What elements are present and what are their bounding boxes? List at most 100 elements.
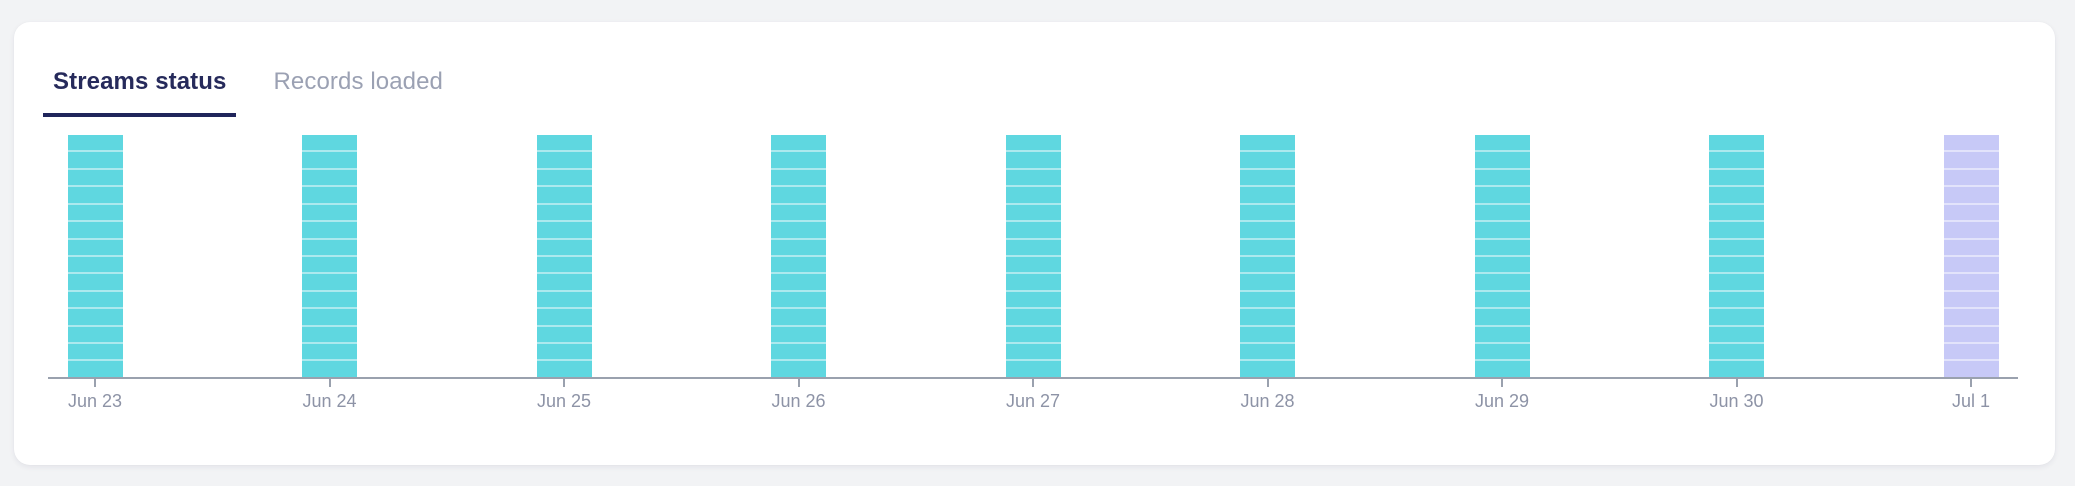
bar-segment [1474,291,1530,310]
bar-segment [1943,291,1999,310]
bar-jun-25[interactable] [536,135,592,377]
bar-segment [1474,204,1530,223]
bar-segment [1240,239,1295,257]
bar-segment [302,361,357,377]
bar-segment [771,326,826,345]
tick-column-jun-28: Jun 28 [1221,379,1315,411]
bar-segment [1005,361,1061,377]
axis-tick-label: Jun 28 [1240,391,1295,411]
bar-segment [536,222,592,240]
bar-segment [1474,239,1530,257]
bar-segment [67,291,123,310]
bar-segment [1709,256,1764,275]
bar-segment [771,256,826,275]
bar-segment [771,169,826,188]
axis-tick [1266,379,1269,387]
axis-tick-label: Jul 1 [1951,391,1991,411]
bar-segment [536,239,592,257]
bar-segment [1709,361,1764,377]
bars-row [48,135,2018,377]
bar-segment [1474,169,1530,188]
tab-bar: Streams status Records loaded [43,70,453,117]
tick-column-jun-26: Jun 26 [752,379,846,411]
bar-segment [302,326,357,345]
bar-segment [1943,274,1999,292]
tick-column-jul-1: Jul 1 [1924,379,2018,411]
bar-segment [302,291,357,310]
bar-segment [771,361,826,377]
bar-segment [1943,326,1999,345]
bar-segment [536,187,592,205]
bar-segment [1005,187,1061,205]
bar-segment [536,135,592,153]
bar-segment [1943,152,1999,170]
bar-segment [1474,187,1530,205]
bar-segment [67,169,123,188]
bar-segment [302,309,357,327]
chart-column-jul-1 [1924,135,2018,377]
bar-segment [536,309,592,327]
streams-status-chart: Jun 23 Jun 24 Jun 25 Jun 26 Jun 27 Jun 28 Jun … [48,135,2018,425]
bar-segment [1709,239,1764,257]
tick-column-jun-29: Jun 29 [1455,379,1549,411]
tab-streams-status[interactable]: Streams status [43,70,237,117]
bar-segment [771,222,826,240]
bar-segment [1005,135,1061,153]
axis-tick [563,379,565,387]
bar-segment [302,187,357,205]
bar-segment [1474,256,1530,275]
bar-segment [771,187,826,205]
bar-jun-26[interactable] [771,135,826,377]
bar-segment [1240,222,1295,240]
bar-segment [1943,135,1999,153]
bar-segment [1709,326,1764,345]
axis-tick [1501,379,1503,387]
tick-column-jun-25: Jun 25 [517,379,611,411]
chart-column-jun-30 [1690,135,1784,377]
axis-tick [94,379,96,387]
bar-segment [1474,361,1530,377]
bar-segment [536,204,592,223]
bar-segment [1474,135,1530,153]
bar-segment [1005,274,1061,292]
bar-segment [771,344,826,362]
bar-segment [536,274,592,292]
bar-segment [1943,239,1999,257]
bar-segment [1474,152,1530,170]
bar-jun-29[interactable] [1474,135,1530,377]
bar-segment [302,135,357,153]
axis-tick-label: Jun 25 [536,391,592,411]
bar-jun-28[interactable] [1240,135,1295,377]
bar-segment [1709,274,1764,292]
bar-segment [771,135,826,153]
tab-records-loaded[interactable]: Records loaded [273,68,443,95]
bar-segment [67,309,123,327]
bar-segment [1005,344,1061,362]
bar-jun-27[interactable] [1005,135,1061,377]
bar-jun-30[interactable] [1709,135,1764,377]
bar-segment [1474,274,1530,292]
bar-segment [67,256,123,275]
bar-segment [1709,169,1764,188]
bar-segment [1474,309,1530,327]
bar-segment [771,152,826,170]
bar-segment [67,187,123,205]
bar-segment [1240,169,1295,188]
bar-segment [1709,222,1764,240]
bar-jul-1[interactable] [1943,135,1999,377]
bar-jun-23[interactable] [67,135,123,377]
bar-segment [1240,187,1295,205]
bar-segment [536,361,592,377]
bar-segment [1240,274,1295,292]
tick-column-jun-24: Jun 24 [283,379,377,411]
bar-segment [67,344,123,362]
bar-jun-24[interactable] [302,135,357,377]
bar-segment [1474,326,1530,345]
axis-tick-label: Jun 24 [302,391,357,411]
bar-segment [1943,169,1999,188]
bar-segment [1005,256,1061,275]
bar-segment [1943,256,1999,275]
bar-segment [536,344,592,362]
tick-column-jun-30: Jun 30 [1690,379,1784,411]
axis-tick-label: Jun 26 [771,391,826,411]
